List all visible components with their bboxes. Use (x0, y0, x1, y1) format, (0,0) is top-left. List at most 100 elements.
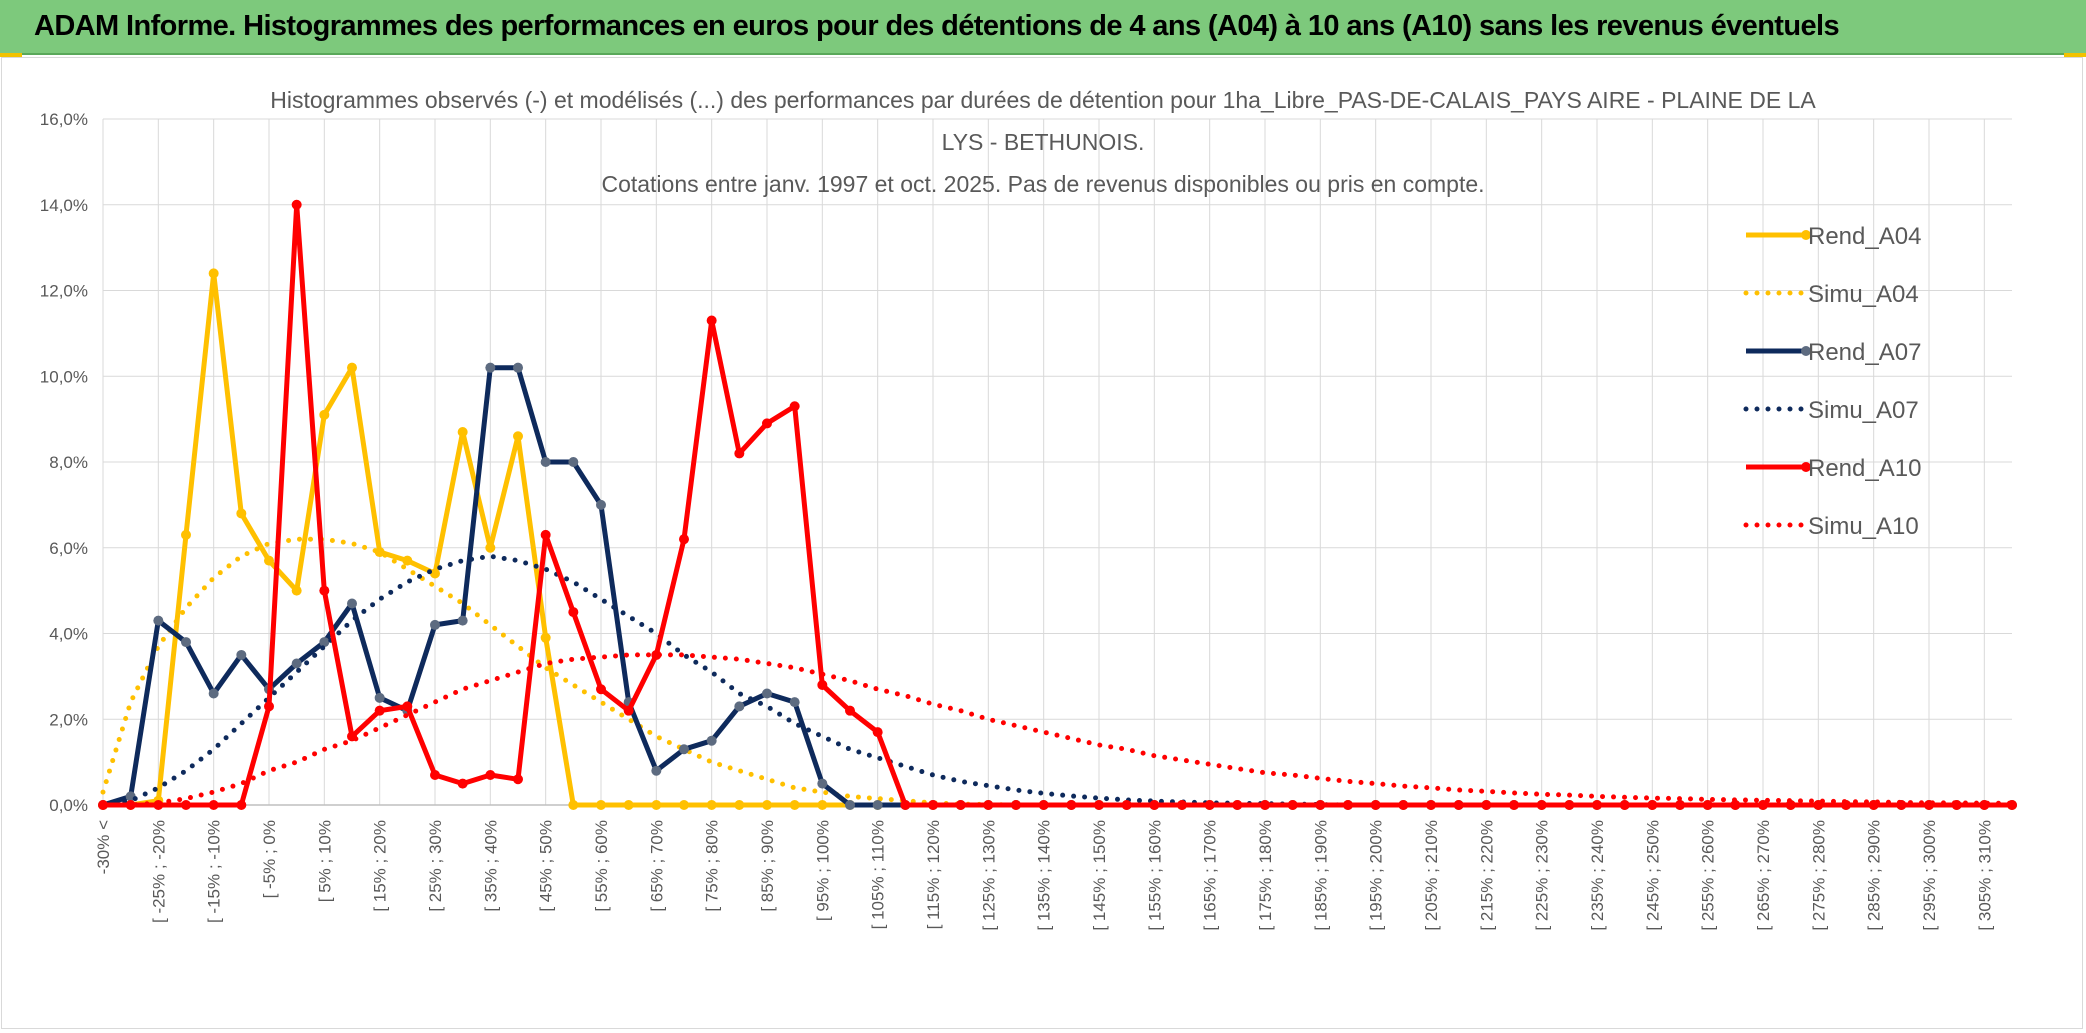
chart-title-line-3: Cotations entre janv. 1997 et oct. 2025.… (601, 171, 1484, 197)
data-point (1038, 800, 1049, 810)
x-tick-label: [ 235% ; 240% (1588, 820, 1607, 931)
report-title: ADAM Informe. Histogrammes des performan… (34, 10, 1840, 42)
x-tick-label: [ 45% ; 50% (537, 820, 556, 912)
x-tick-label: [ 75% ; 80% (703, 820, 722, 912)
series-line (103, 270, 2012, 808)
series-line (100, 553, 2015, 808)
data-point (568, 457, 579, 467)
data-point (1066, 800, 1077, 810)
x-tick-label: [ 175% ; 180% (1256, 820, 1275, 931)
data-point (264, 555, 274, 566)
chart-title: Histogrammes observés (-) et modélisés (… (270, 87, 1816, 197)
data-point (568, 607, 579, 618)
banner-corner-right (2064, 53, 2086, 57)
x-tick-label: [ 25% ; 30% (426, 820, 445, 912)
data-point (623, 705, 634, 716)
y-tick-label: 16,0% (40, 110, 88, 129)
x-tick-label: [ 305% ; 310% (1975, 820, 1994, 931)
x-tick-label: [ 225% ; 230% (1533, 820, 1552, 931)
data-point (1204, 800, 1215, 810)
data-point (291, 658, 302, 669)
legend-item-simu-a07: Simu_A07 (1743, 397, 1919, 424)
y-tick-label: 14,0% (40, 196, 88, 215)
data-point (845, 800, 855, 810)
data-point (319, 409, 330, 420)
legend-item-simu-a10: Simu_A10 (1743, 513, 1919, 540)
data-point (236, 508, 247, 519)
x-tick-label: [ 205% ; 210% (1422, 820, 1441, 931)
legend-item-rend-a04: Rend_A04 (1746, 223, 1921, 250)
data-point (485, 362, 496, 373)
data-point (817, 679, 828, 690)
x-tick-label: [ 265% ; 270% (1754, 820, 1773, 931)
series-layer (98, 199, 2017, 810)
legend-marker (1801, 230, 1811, 240)
data-point (651, 800, 662, 810)
data-point (264, 701, 274, 712)
x-tick-label: [ 105% ; 110% (869, 820, 888, 929)
data-point (955, 800, 966, 810)
x-tick-label: [ 195% ; 200% (1367, 820, 1386, 931)
data-point (872, 800, 883, 810)
data-point (679, 744, 689, 755)
data-point (1426, 800, 1436, 810)
data-point (928, 800, 938, 810)
data-point (1398, 800, 1409, 810)
data-point (1536, 800, 1547, 810)
data-point (1149, 800, 1160, 810)
data-point (1370, 800, 1381, 810)
data-point (208, 800, 219, 810)
data-point (430, 619, 440, 630)
data-point (596, 684, 606, 695)
x-tick-label: [ 55% ; 60% (592, 820, 611, 912)
data-point (513, 774, 523, 785)
data-point (568, 800, 579, 810)
data-point (706, 315, 717, 326)
data-point (1260, 800, 1270, 810)
x-tick-label: [ 155% ; 160% (1145, 820, 1164, 931)
data-point (1343, 800, 1353, 810)
series-line (100, 652, 2015, 808)
report-banner: ADAM Informe. Histogrammes des performan… (0, 0, 2086, 55)
data-point (983, 800, 994, 810)
legend-marker (1801, 346, 1811, 356)
y-tick-label: 8,0% (49, 453, 88, 472)
data-point (762, 800, 772, 810)
series-simu-a04 (100, 536, 2015, 808)
data-point (457, 426, 468, 437)
data-point (1287, 800, 1298, 810)
legend-label: Rend_A04 (1808, 223, 1921, 250)
data-point (817, 778, 828, 789)
data-point (1094, 800, 1104, 810)
data-point (1121, 800, 1132, 810)
y-tick-label: 2,0% (49, 710, 88, 729)
legend-label: Rend_A10 (1808, 455, 1921, 482)
data-point (706, 735, 717, 746)
data-point (319, 585, 330, 596)
data-point (734, 448, 745, 459)
x-tick-label: [ 285% ; 290% (1865, 820, 1884, 931)
data-point (236, 649, 247, 660)
banner-corner-left (0, 53, 22, 57)
data-point (402, 701, 413, 712)
series-rend-a07 (98, 362, 2017, 810)
data-point (900, 800, 911, 810)
data-point (1675, 800, 1685, 810)
data-point (485, 769, 496, 780)
data-point (651, 649, 662, 660)
x-tick-label: [ -25% ; -20% (149, 820, 168, 923)
data-point (789, 401, 800, 412)
data-point (374, 692, 385, 703)
x-tick-label: [ 215% ; 220% (1477, 820, 1496, 931)
data-point (1564, 800, 1575, 810)
series-rend-a04 (98, 268, 2017, 810)
x-tick-label: [ 15% ; 20% (371, 820, 390, 912)
data-point (1315, 800, 1326, 810)
x-tick-label: [ 255% ; 260% (1699, 820, 1718, 931)
x-tick-label: [ 95% ; 100% (813, 820, 832, 921)
data-point (651, 765, 662, 776)
data-point (1730, 800, 1741, 810)
data-point (679, 534, 689, 545)
data-point (208, 268, 219, 279)
x-tick-label: [ 165% ; 170% (1201, 820, 1220, 931)
